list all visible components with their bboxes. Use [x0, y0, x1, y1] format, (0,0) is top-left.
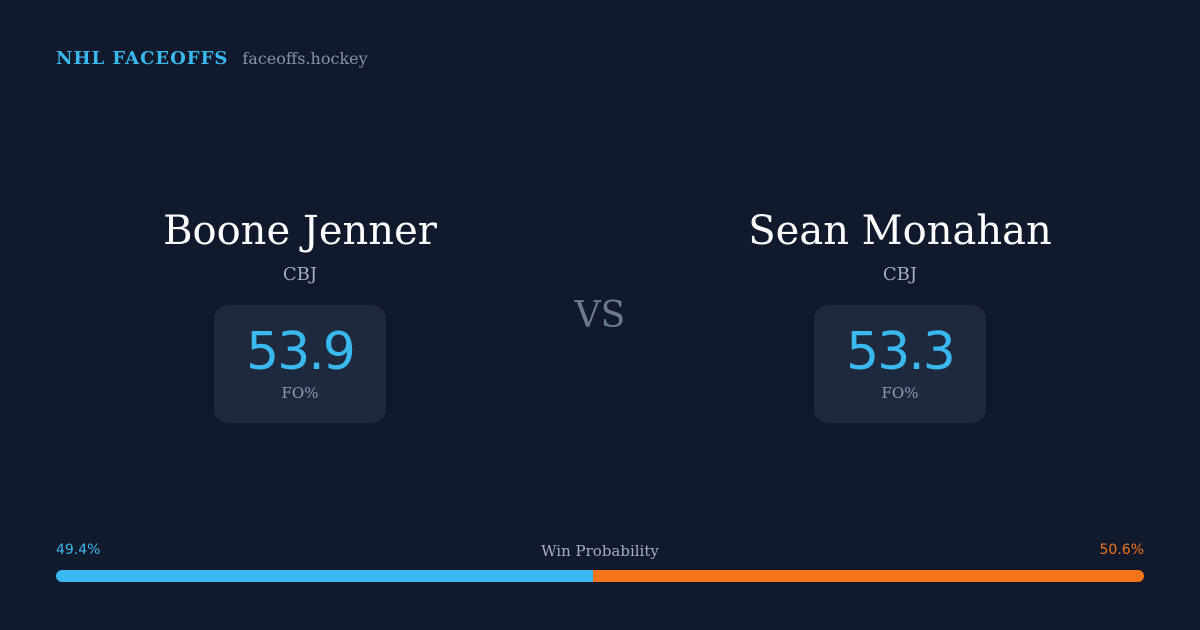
stat-label-right: FO%	[881, 384, 919, 402]
stat-box-right: 53.3 FO%	[814, 305, 986, 423]
faceoff-percentage-right: 53.3	[846, 322, 956, 382]
stat-label-left: FO%	[281, 384, 319, 402]
site-header: NHL FACEOFFS faceoffs.hockey	[56, 48, 368, 69]
player-name-left: Boone Jenner	[163, 208, 437, 254]
player-card-right: Sean Monahan CBJ 53.3 FO%	[600, 205, 1200, 423]
player-team-left: CBJ	[282, 264, 318, 285]
player-name-right: Sean Monahan	[748, 208, 1052, 254]
player-team-right: CBJ	[882, 264, 918, 285]
win-probability-labels: 49.4% Win Probability 50.6%	[56, 542, 1144, 562]
win-probability-left-value: 49.4%	[56, 542, 101, 558]
stat-box-left: 53.9 FO%	[214, 305, 386, 423]
site-domain: faceoffs.hockey	[242, 49, 368, 68]
player-card-left: Boone Jenner CBJ 53.9 FO%	[0, 205, 600, 423]
brand-logo-text[interactable]: NHL FACEOFFS	[56, 48, 229, 69]
win-probability-right-value: 50.6%	[1099, 542, 1144, 558]
win-probability-fill-left	[56, 570, 594, 582]
win-probability-bar	[56, 570, 1144, 582]
win-probability-fill-right	[593, 570, 1144, 582]
faceoff-percentage-left: 53.9	[246, 322, 356, 382]
win-probability-title: Win Probability	[541, 542, 659, 560]
versus-label: VS	[574, 295, 626, 336]
